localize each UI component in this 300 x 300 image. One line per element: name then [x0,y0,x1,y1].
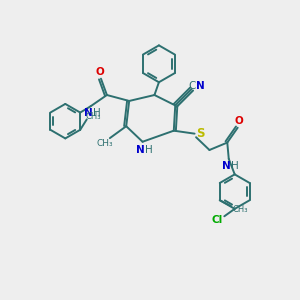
Text: CH₃: CH₃ [85,112,101,121]
Text: CH₃: CH₃ [96,139,113,148]
Text: H: H [145,145,153,155]
Text: H: H [231,161,239,171]
Text: CH₃: CH₃ [232,205,248,214]
Text: H: H [93,108,101,118]
Text: S: S [196,127,204,140]
Text: Cl: Cl [211,215,223,225]
Text: O: O [95,67,104,77]
Text: C: C [188,80,196,91]
Text: N: N [196,80,204,91]
Text: N: N [222,161,231,171]
Text: N: N [136,145,145,155]
Text: O: O [235,116,244,126]
Text: N: N [84,108,93,118]
